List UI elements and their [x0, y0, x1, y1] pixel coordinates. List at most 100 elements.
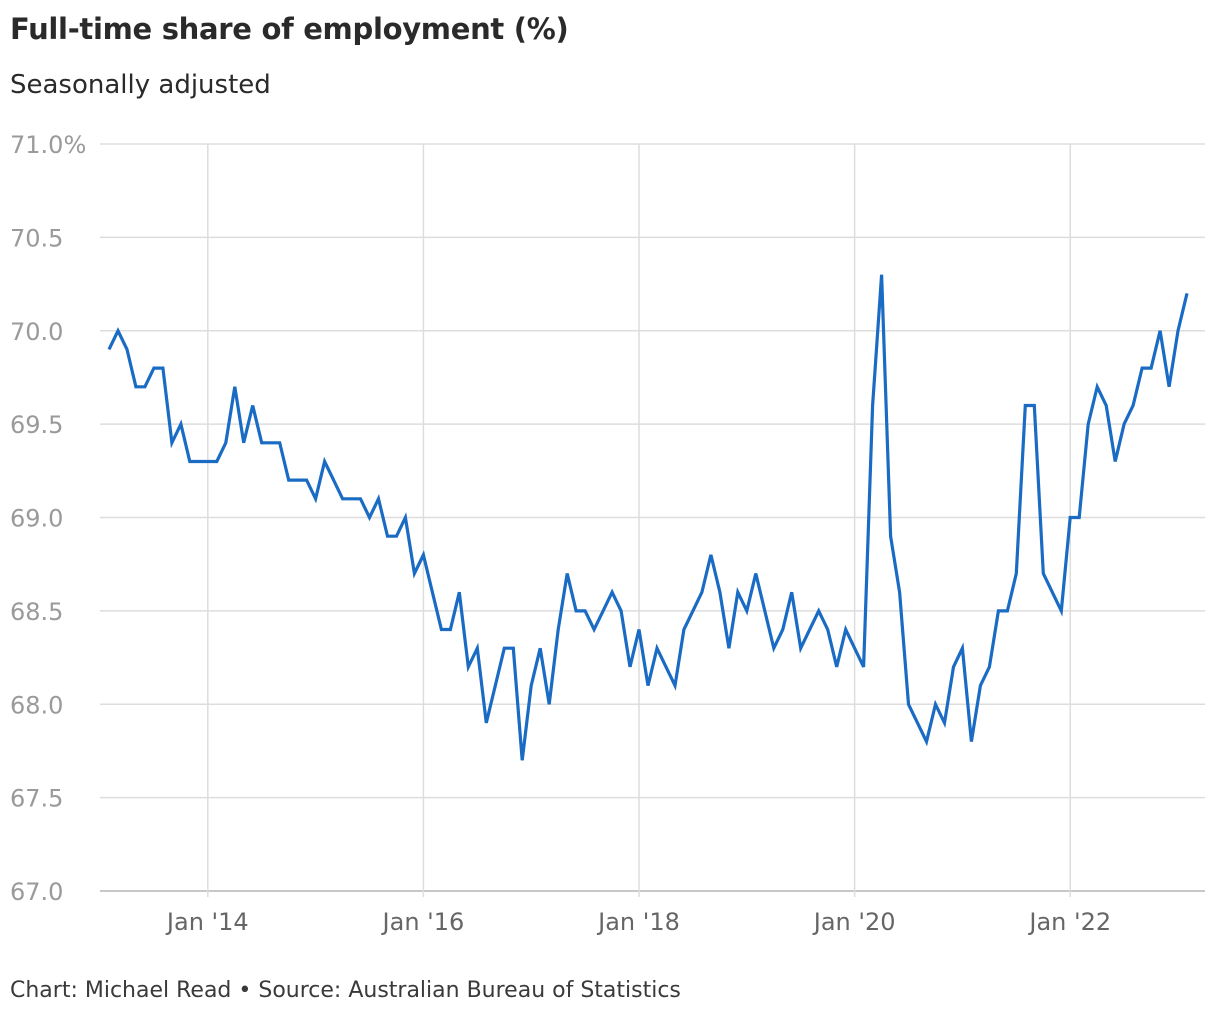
data-point	[664, 665, 667, 668]
data-point	[988, 665, 991, 668]
data-point	[1141, 367, 1144, 370]
data-point	[377, 497, 380, 500]
data-point	[458, 591, 461, 594]
data-point	[889, 535, 892, 538]
y-tick-label: 68.5	[10, 598, 63, 626]
data-point	[575, 609, 578, 612]
data-point	[431, 591, 434, 594]
data-point	[781, 628, 784, 631]
data-point	[269, 441, 272, 444]
y-tick-label: 68.0	[10, 691, 63, 719]
data-point	[997, 609, 1000, 612]
data-point	[952, 665, 955, 668]
data-point	[179, 423, 182, 426]
data-point	[503, 647, 506, 650]
data-point	[359, 497, 362, 500]
data-point	[1060, 609, 1063, 612]
data-point	[1006, 609, 1009, 612]
chart-credit: Chart: Michael Read • Source: Australian…	[10, 978, 681, 1003]
data-point	[1096, 385, 1099, 388]
data-point	[835, 665, 838, 668]
data-point	[107, 348, 110, 351]
data-point	[700, 591, 703, 594]
x-tick-label: Jan '16	[381, 908, 465, 936]
data-point	[602, 609, 605, 612]
data-point	[440, 628, 443, 631]
data-point	[125, 348, 128, 351]
data-point	[413, 572, 416, 575]
data-point	[943, 721, 946, 724]
data-point	[691, 609, 694, 612]
data-point	[224, 441, 227, 444]
y-tick-label: 69.0	[10, 505, 63, 533]
data-point	[925, 740, 928, 743]
data-point	[386, 535, 389, 538]
data-point	[655, 647, 658, 650]
data-point	[467, 665, 470, 668]
data-point	[790, 591, 793, 594]
data-point	[341, 497, 344, 500]
data-point	[682, 628, 685, 631]
data-point	[566, 572, 569, 575]
data-point	[530, 684, 533, 687]
data-point	[161, 367, 164, 370]
data-point	[287, 479, 290, 482]
data-point	[979, 684, 982, 687]
data-point	[350, 497, 353, 500]
data-point	[539, 647, 542, 650]
data-point	[1123, 423, 1126, 426]
data-point	[646, 684, 649, 687]
data-point	[745, 609, 748, 612]
y-gridlines	[100, 143, 1205, 892]
data-point	[826, 628, 829, 631]
data-point	[476, 647, 479, 650]
data-point	[305, 479, 308, 482]
data-point	[1033, 404, 1036, 407]
data-point	[368, 516, 371, 519]
data-point	[1078, 516, 1081, 519]
data-point	[251, 404, 254, 407]
data-point	[673, 684, 676, 687]
data-point	[323, 460, 326, 463]
data-point	[754, 572, 757, 575]
data-point	[1168, 385, 1171, 388]
data-point	[215, 460, 218, 463]
data-point	[1087, 423, 1090, 426]
data-point	[206, 460, 209, 463]
data-point	[584, 609, 587, 612]
data-point	[170, 441, 173, 444]
data-point	[1114, 460, 1117, 463]
data-point	[772, 647, 775, 650]
data-point	[611, 591, 614, 594]
data-point	[871, 404, 874, 407]
data-point	[637, 628, 640, 631]
y-tick-label: 67.0	[10, 878, 63, 906]
data-point	[970, 740, 973, 743]
data-point	[1132, 404, 1135, 407]
data-point	[296, 479, 299, 482]
data-point	[763, 609, 766, 612]
data-point	[736, 591, 739, 594]
x-tick-label: Jan '14	[165, 908, 249, 936]
data-point	[808, 628, 811, 631]
y-axis-labels: 67.0 67.5 68.0 68.5 69.0 69.5 70.0 70.5 71.0%	[10, 131, 86, 906]
y-tick-label: 67.5	[10, 785, 63, 813]
data-point	[1185, 292, 1188, 295]
data-point	[862, 665, 865, 668]
data-point	[548, 703, 551, 706]
data-point	[152, 367, 155, 370]
y-tick-label: 70.0	[10, 318, 63, 346]
data-point	[799, 647, 802, 650]
data-point	[521, 759, 524, 762]
data-point	[512, 647, 515, 650]
chart-title: Full-time share of employment (%)	[10, 12, 569, 46]
data-point	[898, 591, 901, 594]
data-point	[485, 721, 488, 724]
data-point	[907, 703, 910, 706]
data-point	[188, 460, 191, 463]
series-line	[107, 274, 1189, 761]
data-point	[709, 553, 712, 556]
data-point	[143, 385, 146, 388]
line-chart: 67.0 67.5 68.0 68.5 69.0 69.5 70.0 70.5 71.0% Ja…	[10, 131, 1205, 936]
chart-subtitle: Seasonally adjusted	[10, 70, 271, 100]
